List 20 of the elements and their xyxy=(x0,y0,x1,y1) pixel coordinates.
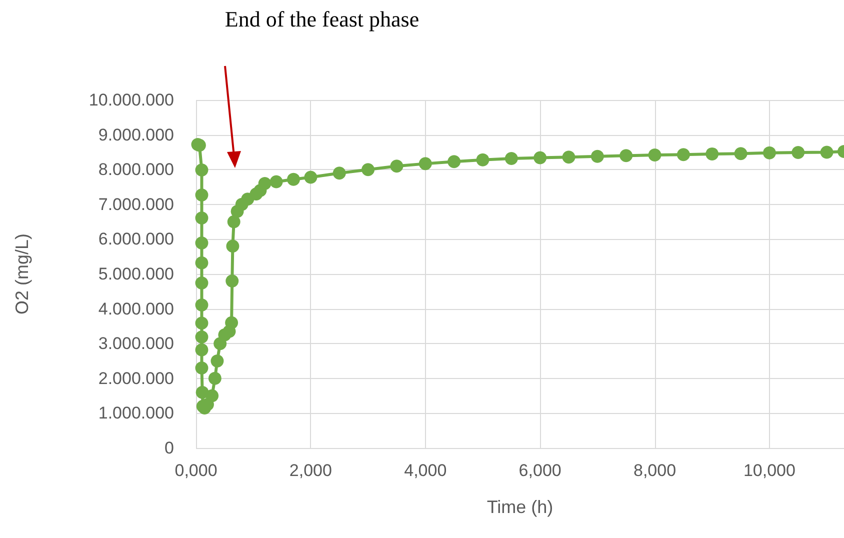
y-tick-label: 2.000.000 xyxy=(98,368,174,388)
y-tick-label: 6.000.000 xyxy=(98,230,174,249)
x-tick-label: 10,000 xyxy=(743,461,796,480)
y-tick-label: 3.000.000 xyxy=(98,334,174,354)
text: End of the feast phase xyxy=(224,6,420,32)
x-tick-label: 2,000 xyxy=(289,461,332,480)
y-tick-label: 7.000.000 xyxy=(98,194,174,214)
x-tick-label: 0,000 xyxy=(174,461,218,480)
y-tick-label: 9.000.000 xyxy=(98,125,174,144)
y-tick-label: 5.000.000 xyxy=(98,264,174,284)
x-tick-label: 6,000 xyxy=(518,461,562,480)
y-tick-label: 0 xyxy=(164,438,174,458)
y-tick-label: 10.000.000 xyxy=(88,90,174,110)
x-tick-label: 8,000 xyxy=(633,461,676,480)
x-tick-label: 4,000 xyxy=(404,461,447,480)
y-tick-label: 8.000.000 xyxy=(98,160,174,180)
y-tick-label: 1.000.000 xyxy=(98,404,174,423)
x-axis-title: Time (h) xyxy=(486,497,554,517)
y-axis-title: O2 (mg/L) xyxy=(12,233,32,315)
y-tick-label: 4.000.000 xyxy=(98,299,174,318)
